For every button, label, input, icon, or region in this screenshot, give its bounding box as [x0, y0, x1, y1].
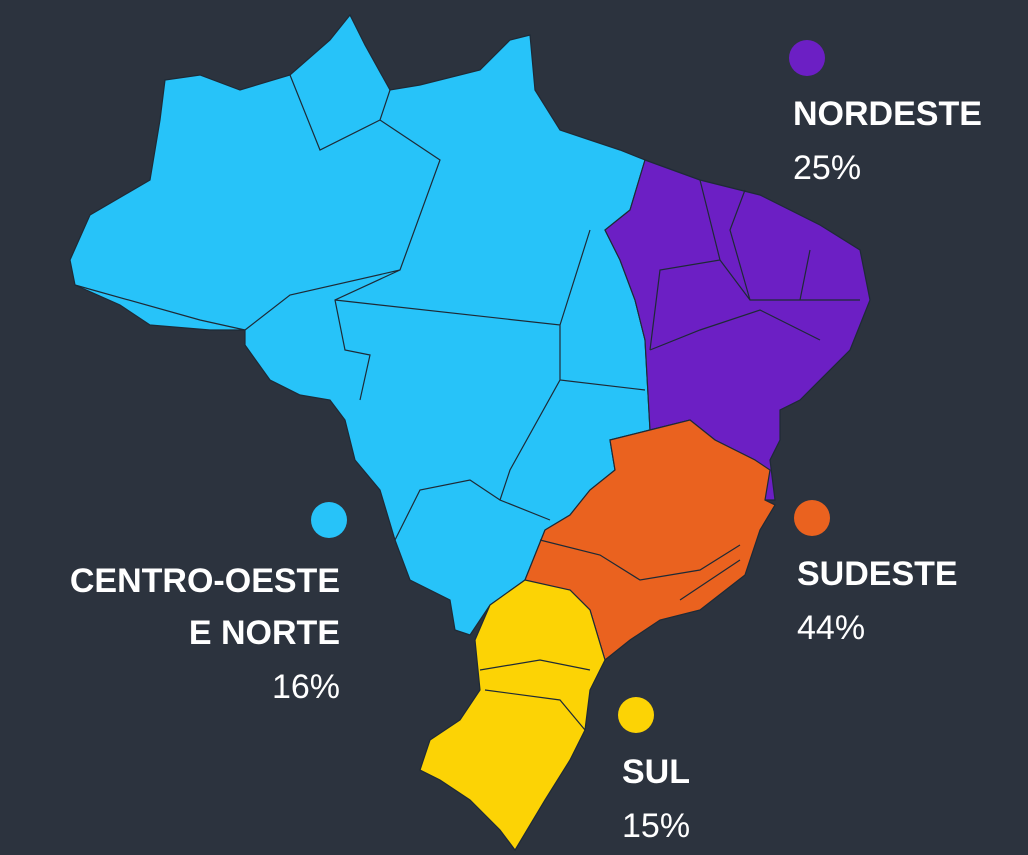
region-sudeste — [524, 419, 776, 662]
state-borders — [74, 74, 860, 731]
region-name: SUDESTE — [797, 555, 958, 593]
region-percent: 16% — [272, 668, 340, 706]
region-percent: 15% — [622, 807, 690, 845]
region-nordeste — [604, 159, 871, 501]
region-percent: 25% — [793, 149, 861, 187]
brazil-map — [69, 13, 871, 852]
region-percent: 44% — [797, 609, 865, 647]
region-name: SUL — [622, 753, 690, 791]
legend-dot — [789, 40, 825, 76]
region-labels: NORDESTE 25% SUDESTE 44% CENTRO-OESTE E NORTE… — [70, 40, 982, 845]
legend-dot — [618, 697, 654, 733]
region-name: NORDESTE — [793, 95, 982, 133]
region-name: CENTRO-OESTE — [70, 562, 340, 600]
legend-dot — [794, 500, 830, 536]
legend-dot — [311, 502, 347, 538]
region-name: E NORTE — [189, 614, 340, 652]
region-sul — [419, 579, 606, 852]
